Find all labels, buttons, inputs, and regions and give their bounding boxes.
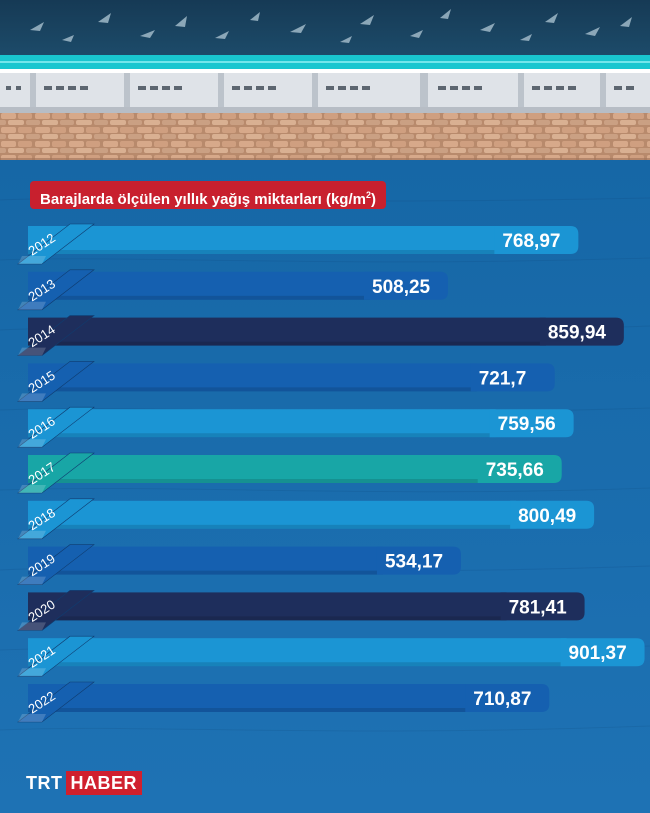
year-ribbon-fold-2012 (18, 256, 46, 264)
value-label-2014: 859,94 (548, 323, 607, 344)
value-pill-2012 (494, 226, 579, 254)
bar-shade-2021 (28, 662, 567, 667)
bar-shade-2020 (28, 616, 507, 621)
year-ribbon-2018 (17, 498, 95, 540)
year-ribbon-fold-2018 (18, 530, 46, 539)
bar-series: 768,972012508,252013859,942014721,720157… (17, 223, 645, 723)
value-pill-2015 (470, 363, 555, 392)
year-ribbon-2012 (17, 223, 95, 265)
bar-2012 (28, 226, 501, 254)
value-pill-2019 (376, 546, 461, 575)
chart-title-text: Barajlarda ölçülen yıllık yağış miktarla… (40, 191, 366, 208)
bar-shade-2014 (28, 341, 546, 346)
logo-trt-text: TRT (26, 772, 63, 793)
year-ribbon-2014 (17, 315, 95, 356)
bar-2022 (28, 684, 472, 712)
value-pill-2014 (539, 317, 624, 346)
value-label-2022: 710,87 (473, 689, 531, 710)
year-ribbon-2021 (17, 635, 95, 677)
value-label-2012: 768,97 (502, 231, 560, 252)
year-ribbon-2016 (17, 406, 95, 448)
bar-2018 (28, 500, 517, 529)
year-ribbon-2015 (17, 361, 95, 402)
bar-2014 (28, 317, 546, 346)
value-label-2015: 721,7 (479, 368, 527, 389)
year-ribbon-fold-2015 (18, 393, 46, 402)
value-label-2013: 508,25 (372, 277, 431, 298)
value-label-2021: 901,37 (569, 643, 627, 664)
bar-shade-2013 (28, 295, 370, 300)
year-ribbon-2013 (17, 269, 95, 311)
dam-windows (6, 86, 634, 90)
year-ribbon-fold-2019 (18, 576, 46, 585)
bar-shade-2016 (28, 433, 496, 438)
year-ribbon-2017 (17, 452, 95, 494)
value-pill-2017 (477, 455, 562, 483)
value-pill-2013 (364, 271, 448, 300)
year-ribbon-2022 (17, 681, 95, 723)
bar-shade-2018 (28, 524, 517, 529)
bar-2019 (28, 546, 383, 575)
bird-silhouettes (30, 9, 632, 43)
bar-2017 (28, 455, 484, 483)
value-pill-2022 (465, 684, 550, 712)
chart-title: Barajlarda ölçülen yıllık yağış miktarla… (30, 181, 386, 209)
value-pill-2020 (500, 592, 585, 621)
year-ribbon-fold-2017 (18, 485, 46, 493)
value-pill-2016 (489, 409, 574, 438)
header-illustration (0, 0, 650, 162)
water-background (0, 160, 650, 813)
bar-shade-2022 (28, 708, 472, 712)
year-ribbon-fold-2014 (18, 347, 46, 356)
year-ribbon-fold-2022 (18, 714, 46, 722)
value-label-2019: 534,17 (385, 552, 443, 573)
value-label-2016: 759,56 (498, 414, 556, 435)
bar-2016 (28, 409, 496, 438)
chart-title-superscript: 2 (365, 190, 371, 200)
bar-2020 (28, 592, 507, 621)
year-ribbon-fold-2013 (18, 301, 46, 310)
value-label-2020: 781,41 (509, 597, 568, 618)
value-pill-2021 (560, 638, 645, 667)
chart-title-suffix: ) (371, 191, 376, 208)
trt-haber-logo: TRT HABER (26, 771, 143, 795)
logo-haber-text: HABER (65, 771, 143, 795)
bar-2021 (28, 638, 567, 667)
value-pill-2018 (510, 500, 595, 529)
bar-shade-2015 (28, 387, 477, 392)
year-ribbon-fold-2020 (18, 622, 46, 631)
value-label-2017: 735,66 (486, 460, 544, 481)
year-ribbon-2019 (17, 544, 95, 585)
year-ribbon-fold-2016 (18, 439, 46, 448)
bar-shade-2017 (28, 479, 484, 483)
year-ribbon-fold-2021 (18, 668, 46, 677)
bar-shade-2012 (28, 250, 501, 254)
bar-shade-2019 (28, 570, 383, 575)
year-ribbon-2020 (17, 590, 95, 631)
bar-2015 (28, 363, 477, 392)
value-label-2018: 800,49 (518, 506, 576, 527)
